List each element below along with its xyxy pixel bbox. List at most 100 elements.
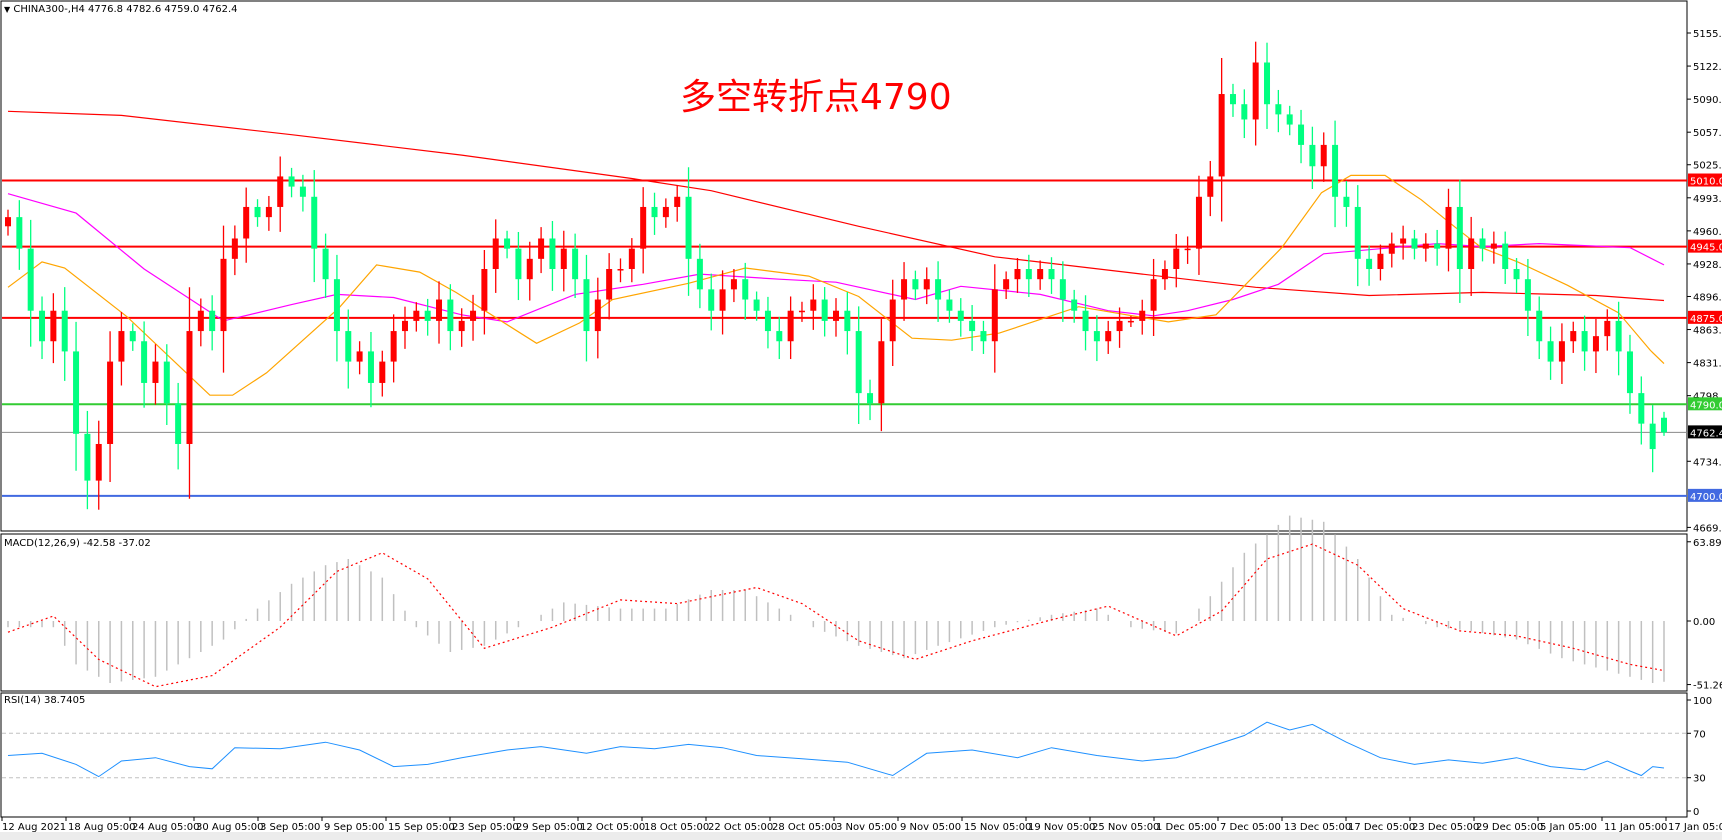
candle bbox=[821, 287, 828, 337]
candle bbox=[560, 230, 567, 292]
candle-body bbox=[1456, 206, 1463, 270]
candle-body bbox=[821, 299, 828, 321]
candle-body bbox=[73, 351, 80, 434]
candle-body bbox=[107, 361, 114, 444]
rsi-title: RSI(14) 38.7405 bbox=[4, 695, 86, 706]
candle-body bbox=[753, 299, 760, 311]
candle bbox=[640, 187, 647, 274]
candle bbox=[1366, 245, 1373, 286]
candle-body bbox=[1661, 417, 1667, 433]
candle bbox=[1207, 160, 1214, 217]
candle bbox=[1422, 233, 1429, 262]
candle-body bbox=[1184, 248, 1191, 251]
rsi-tick-label: 0 bbox=[1693, 807, 1699, 818]
rsi-panel-border bbox=[0, 692, 1688, 818]
candle-body bbox=[27, 248, 34, 311]
level-label: 4762.4 bbox=[1690, 428, 1722, 439]
time-tick-label: 9 Sep 05:00 bbox=[324, 822, 384, 833]
candle-body bbox=[901, 279, 908, 300]
candle-body bbox=[254, 206, 261, 218]
candle-body bbox=[129, 331, 136, 342]
candle bbox=[447, 284, 454, 351]
candle bbox=[481, 250, 488, 335]
time-tick-label: 29 Sep 05:00 bbox=[516, 822, 583, 833]
time-tick-label: 17 Dec 05:00 bbox=[1348, 822, 1415, 833]
candle bbox=[1626, 334, 1633, 414]
level-label: 4700.0 bbox=[1690, 492, 1722, 503]
candle-body bbox=[1207, 176, 1214, 197]
ma-slow-line bbox=[7, 110, 1665, 302]
candle bbox=[39, 296, 46, 360]
candle-body bbox=[708, 289, 715, 311]
triangle-down-icon[interactable]: ▼ bbox=[4, 5, 11, 14]
time-tick-label: 15 Nov 05:00 bbox=[964, 822, 1031, 833]
candle-body bbox=[1298, 124, 1305, 145]
candle bbox=[1513, 258, 1520, 293]
candle-body bbox=[1468, 238, 1475, 270]
candle-body bbox=[1524, 279, 1531, 311]
candle-body bbox=[730, 279, 737, 290]
candle-body bbox=[1127, 320, 1134, 323]
candle bbox=[197, 298, 204, 347]
candle bbox=[719, 270, 726, 335]
candle-body bbox=[209, 310, 216, 332]
time-tick-label: 22 Oct 05:00 bbox=[708, 822, 773, 833]
price-tick-label: 4928.0 bbox=[1693, 260, 1722, 271]
candle-body bbox=[549, 238, 556, 270]
candle-body bbox=[118, 331, 125, 362]
time-tick-label: 18 Oct 05:00 bbox=[644, 822, 709, 833]
candle-body bbox=[470, 310, 477, 321]
candle bbox=[288, 167, 295, 198]
candle bbox=[1592, 318, 1599, 374]
rsi-tick-label: 30 bbox=[1693, 774, 1706, 785]
candle bbox=[776, 316, 783, 360]
candle bbox=[651, 192, 658, 235]
candle bbox=[50, 293, 57, 364]
candle bbox=[379, 350, 386, 397]
candle bbox=[1581, 315, 1588, 371]
candle bbox=[345, 309, 352, 389]
candle bbox=[798, 301, 805, 322]
price-tick-label: 4993.0 bbox=[1693, 194, 1722, 205]
time-tick-label: 23 Sep 05:00 bbox=[452, 822, 519, 833]
candle bbox=[515, 231, 522, 301]
candle bbox=[1003, 271, 1010, 300]
candle bbox=[810, 284, 817, 330]
candle bbox=[84, 410, 91, 510]
candle-body bbox=[1343, 196, 1350, 207]
time-tick-label: 29 Dec 05:00 bbox=[1476, 822, 1543, 833]
candle bbox=[61, 287, 68, 381]
candle bbox=[1105, 320, 1112, 354]
candle bbox=[1354, 185, 1361, 287]
candle-body bbox=[1422, 243, 1429, 249]
candle-body bbox=[504, 238, 511, 249]
candle-body bbox=[1547, 341, 1554, 362]
rsi-line bbox=[7, 721, 1665, 778]
candle-body bbox=[481, 269, 488, 311]
candle bbox=[424, 298, 431, 336]
candle-body bbox=[288, 176, 295, 187]
candle-body bbox=[197, 310, 204, 332]
candle-body bbox=[1536, 310, 1543, 342]
candle-body bbox=[367, 351, 374, 383]
candle bbox=[1037, 260, 1044, 290]
candle-body bbox=[662, 206, 669, 218]
candle bbox=[764, 296, 771, 349]
candle-body bbox=[1581, 331, 1588, 352]
time-tick-label: 17 Jan 05:00 bbox=[1668, 822, 1722, 833]
candle-body bbox=[1558, 341, 1565, 362]
candle-body bbox=[1626, 351, 1633, 394]
candle bbox=[1661, 411, 1667, 436]
candle bbox=[730, 269, 737, 303]
candle bbox=[1173, 234, 1180, 288]
candle bbox=[1468, 216, 1475, 296]
candle bbox=[946, 289, 953, 323]
candle bbox=[504, 230, 511, 259]
candle bbox=[685, 167, 692, 296]
candle bbox=[175, 382, 182, 470]
candle bbox=[1400, 225, 1407, 260]
candle-body bbox=[84, 433, 91, 481]
candle-body bbox=[1037, 269, 1044, 280]
